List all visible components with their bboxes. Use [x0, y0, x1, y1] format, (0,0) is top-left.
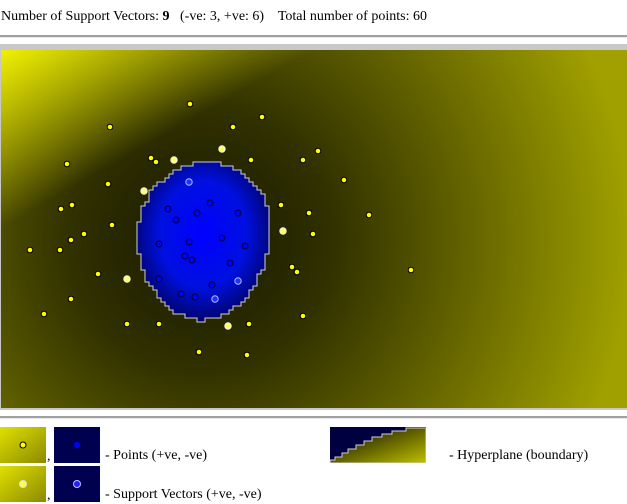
- negative-point: [226, 259, 234, 267]
- stats-line: Number of Support Vectors: 9 (-ve: 3, +v…: [1, 9, 427, 25]
- positive-point: [245, 320, 253, 328]
- legend-comma: ,: [47, 488, 51, 503]
- positive-point: [80, 230, 88, 238]
- legend-sv-label: - Support Vectors (+ve, -ve): [105, 487, 262, 502]
- decision-gradient-corner: [1, 50, 627, 408]
- negative-point: [155, 240, 163, 248]
- positive-support-vector: [170, 156, 178, 164]
- negative-support-vector: [185, 178, 193, 186]
- negative-support-vector: [211, 295, 219, 303]
- negative-point: [191, 293, 199, 301]
- total-label: Total number of points:: [277, 9, 410, 24]
- positive-point: [186, 100, 194, 108]
- positive-support-vector: [224, 322, 232, 330]
- positive-point: [26, 246, 34, 254]
- svm-plot[interactable]: [1, 50, 627, 408]
- divider-bottom: [0, 416, 627, 419]
- plot-frame: [0, 44, 627, 410]
- positive-point: [57, 205, 65, 213]
- negative-point: [241, 242, 249, 250]
- positive-point: [108, 221, 116, 229]
- positive-point: [67, 236, 75, 244]
- legend-hyperplane-swatch: [330, 427, 426, 463]
- positive-support-vector: [140, 187, 148, 195]
- positive-point: [288, 263, 296, 271]
- positive-point: [40, 310, 48, 318]
- legend-comma: ,: [47, 449, 51, 464]
- positive-point: [299, 156, 307, 164]
- negative-point: [206, 199, 214, 207]
- legend-negative-sv-swatch: [54, 466, 100, 502]
- positive-point: [293, 268, 301, 276]
- positive-point: [407, 266, 415, 274]
- positive-point: [243, 351, 251, 359]
- positive-point: [277, 201, 285, 209]
- total-count: 60: [412, 9, 427, 24]
- positive-point: [195, 348, 203, 356]
- negative-support-vector: [234, 277, 242, 285]
- legend-points-label: - Points (+ve, -ve): [105, 448, 207, 463]
- positive-point: [258, 113, 266, 121]
- positive-support-vector: [279, 227, 287, 235]
- legend-positive-sv-swatch: [0, 466, 46, 502]
- positive-point: [56, 246, 64, 254]
- positive-point: [123, 320, 131, 328]
- positive-point: [94, 270, 102, 278]
- negative-point: [172, 216, 180, 224]
- negative-point: [188, 256, 196, 264]
- negative-point: [193, 209, 201, 217]
- legend-hyperplane-label: - Hyperplane (boundary): [449, 448, 589, 463]
- positive-point: [340, 176, 348, 184]
- positive-point: [155, 320, 163, 328]
- positive-point: [104, 180, 112, 188]
- positive-point: [229, 123, 237, 131]
- positive-point: [152, 158, 160, 166]
- positive-point: [63, 160, 71, 168]
- positive-point: [309, 230, 317, 238]
- legend-negative-point-swatch: [54, 427, 100, 463]
- negative-point: [208, 281, 216, 289]
- negative-point: [181, 252, 189, 260]
- positive-point: [299, 312, 307, 320]
- positive-support-vector: [123, 275, 131, 283]
- positive-support-vector: [218, 145, 226, 153]
- positive-point: [365, 211, 373, 219]
- negative-point: [218, 234, 226, 242]
- negative-point: [185, 238, 193, 246]
- sv-breakdown: (-ve: 3, +ve: 6): [180, 9, 265, 24]
- negative-point: [234, 209, 242, 217]
- positive-point: [314, 147, 322, 155]
- sv-count: 9: [162, 9, 170, 24]
- sv-label: Number of Support Vectors:: [1, 9, 159, 24]
- positive-point: [247, 156, 255, 164]
- points-layer: [26, 100, 415, 359]
- positive-point: [305, 209, 313, 217]
- divider-top: [0, 35, 627, 38]
- positive-point: [68, 201, 76, 209]
- positive-point: [106, 123, 114, 131]
- negative-point: [155, 275, 163, 283]
- positive-point: [147, 154, 155, 162]
- positive-point: [67, 295, 75, 303]
- legend-positive-point-swatch: [0, 427, 46, 463]
- negative-point: [164, 205, 172, 213]
- negative-point: [177, 290, 185, 298]
